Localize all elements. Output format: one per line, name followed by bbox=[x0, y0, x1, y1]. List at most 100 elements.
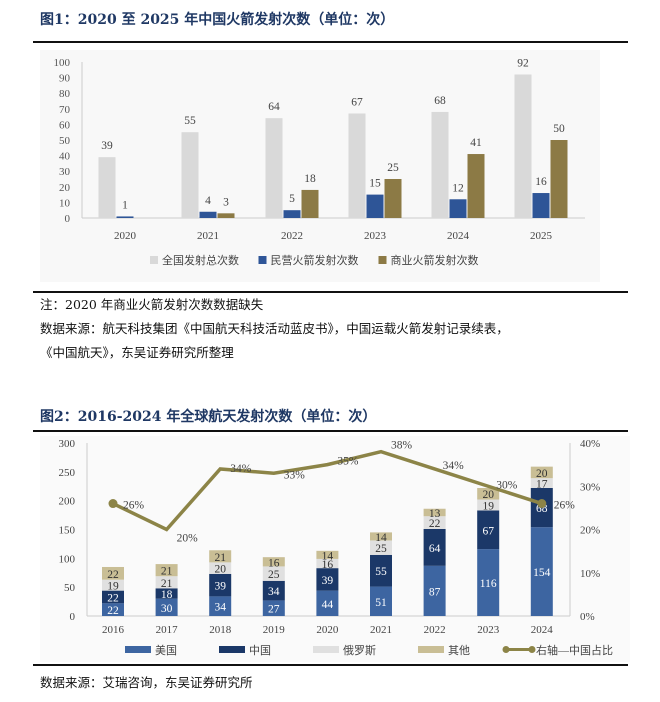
stack-segment-2 bbox=[316, 558, 339, 569]
data-label: 15 bbox=[369, 178, 381, 190]
segment-label: 154 bbox=[533, 567, 551, 579]
bar-2 bbox=[301, 189, 319, 218]
stack-segment-3 bbox=[155, 564, 178, 577]
stack-segment-1 bbox=[477, 510, 500, 550]
segment-label: 22 bbox=[429, 518, 441, 530]
line-data-label: 33% bbox=[284, 469, 306, 481]
segment-label: 19 bbox=[107, 581, 119, 593]
line-data-label: 35% bbox=[337, 456, 359, 468]
line-data-label: 26% bbox=[554, 500, 576, 512]
figure2-source: 数据来源：艾瑞咨询，东吴证券研究所 bbox=[40, 675, 253, 690]
legend-swatch bbox=[378, 256, 387, 264]
bar-1 bbox=[532, 193, 550, 218]
bar-2 bbox=[467, 154, 485, 218]
stack-segment-0 bbox=[530, 527, 553, 616]
legend-marker bbox=[502, 646, 510, 653]
segment-label: 34 bbox=[214, 602, 226, 614]
stack-segment-3 bbox=[102, 566, 124, 580]
x-tick-label: 2023 bbox=[477, 624, 500, 636]
segment-label: 20 bbox=[214, 564, 226, 576]
stack-segment-3 bbox=[423, 508, 446, 517]
legend-label: 其他 bbox=[448, 644, 470, 657]
segment-label: 34 bbox=[268, 586, 280, 598]
bar-1 bbox=[449, 199, 467, 218]
segment-label: 51 bbox=[375, 597, 387, 609]
y-tick-label: 0 bbox=[70, 611, 76, 623]
stack-segment-2 bbox=[370, 540, 392, 555]
data-label: 50 bbox=[553, 123, 565, 135]
stack-segment-2 bbox=[530, 478, 553, 488]
data-label: 25 bbox=[387, 162, 399, 174]
bar-0 bbox=[98, 157, 116, 218]
stack-segment-3 bbox=[370, 532, 392, 541]
line-marker-start bbox=[108, 499, 118, 509]
x-tick-label: 2022 bbox=[424, 624, 446, 636]
segment-label: 27 bbox=[268, 604, 280, 616]
segment-label: 19 bbox=[482, 500, 494, 512]
segment-label: 55 bbox=[375, 566, 387, 578]
segment-label: 39 bbox=[322, 575, 334, 587]
data-label: 5 bbox=[289, 193, 295, 205]
y-tick-label: 50 bbox=[64, 582, 76, 594]
stack-segment-3 bbox=[530, 466, 553, 479]
stack-segment-2 bbox=[477, 499, 500, 511]
y-tick-label: 150 bbox=[59, 525, 76, 537]
y2-tick-label: 10% bbox=[580, 568, 600, 580]
bar-0 bbox=[265, 118, 283, 218]
stack-segment-0 bbox=[316, 590, 339, 616]
segment-label: 87 bbox=[429, 586, 441, 598]
segment-label: 18 bbox=[161, 589, 173, 601]
line-data-label: 30% bbox=[496, 479, 518, 491]
x-tick-label: 2024 bbox=[447, 230, 470, 242]
data-label: 39 bbox=[101, 140, 113, 152]
y-tick-label: 100 bbox=[59, 553, 76, 565]
stack-segment-2 bbox=[423, 516, 446, 529]
x-tick-label: 2021 bbox=[197, 230, 219, 242]
segment-label: 21 bbox=[161, 566, 173, 578]
data-label: 16 bbox=[535, 176, 547, 188]
x-tick-label: 2016 bbox=[102, 624, 125, 636]
data-label: 41 bbox=[470, 137, 482, 149]
stack-segment-1 bbox=[102, 590, 124, 604]
data-label: 64 bbox=[268, 101, 280, 113]
segment-label: 16 bbox=[322, 559, 334, 571]
stack-segment-1 bbox=[209, 573, 232, 597]
y-tick-label: 200 bbox=[59, 496, 76, 508]
data-label: 67 bbox=[351, 96, 363, 108]
figure2-top-rule bbox=[33, 430, 628, 432]
segment-label: 16 bbox=[268, 557, 280, 569]
stack-segment-0 bbox=[262, 600, 285, 616]
y-tick-label: 50 bbox=[59, 135, 71, 147]
figure2-title: 图2：2016-2024 年全球航天发射次数（单位：次） bbox=[40, 409, 377, 425]
y-tick-label: 250 bbox=[59, 467, 76, 479]
segment-label: 67 bbox=[482, 525, 494, 537]
segment-label: 22 bbox=[107, 605, 119, 617]
figure1-chart: 0 10 20 30 40 50 60 70 80 90 100 2020 39 1 2021 55 4 3 202… bbox=[40, 50, 600, 282]
figure1-top-rule bbox=[33, 41, 628, 43]
legend-label: 中国 bbox=[249, 644, 271, 657]
bar-0 bbox=[181, 132, 199, 218]
segment-label: 17 bbox=[536, 479, 548, 491]
y-tick-label: 80 bbox=[59, 88, 71, 100]
segment-label: 21 bbox=[161, 578, 173, 590]
line-marker-end bbox=[537, 499, 547, 509]
segment-label: 22 bbox=[107, 592, 119, 604]
segment-label: 30 bbox=[161, 603, 173, 615]
y-tick-label: 20 bbox=[59, 182, 71, 194]
stack-segment-1 bbox=[370, 554, 392, 587]
segment-label: 25 bbox=[268, 569, 280, 581]
stack-segment-3 bbox=[477, 487, 500, 500]
stack-segment-3 bbox=[262, 557, 285, 567]
x-tick-label: 2021 bbox=[370, 624, 392, 636]
line-data-label: 20% bbox=[177, 533, 199, 545]
segment-label: 44 bbox=[322, 599, 334, 611]
segment-label: 14 bbox=[322, 550, 334, 562]
legend-label: 民营火箭发射次数 bbox=[271, 253, 359, 267]
figure1-source-line1: 数据来源：航天科技集团《中国航天科技活动蓝皮书》，中国运载火箭发射记录续表， bbox=[40, 321, 509, 336]
plot-background bbox=[40, 50, 600, 282]
line-data-label: 38% bbox=[391, 440, 413, 452]
bar-2 bbox=[217, 213, 235, 218]
figure2-bottom-rule bbox=[33, 664, 628, 666]
legend-swatch bbox=[258, 256, 267, 264]
